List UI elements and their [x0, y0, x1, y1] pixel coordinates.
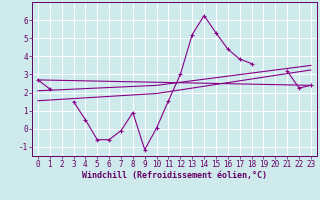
X-axis label: Windchill (Refroidissement éolien,°C): Windchill (Refroidissement éolien,°C): [82, 171, 267, 180]
